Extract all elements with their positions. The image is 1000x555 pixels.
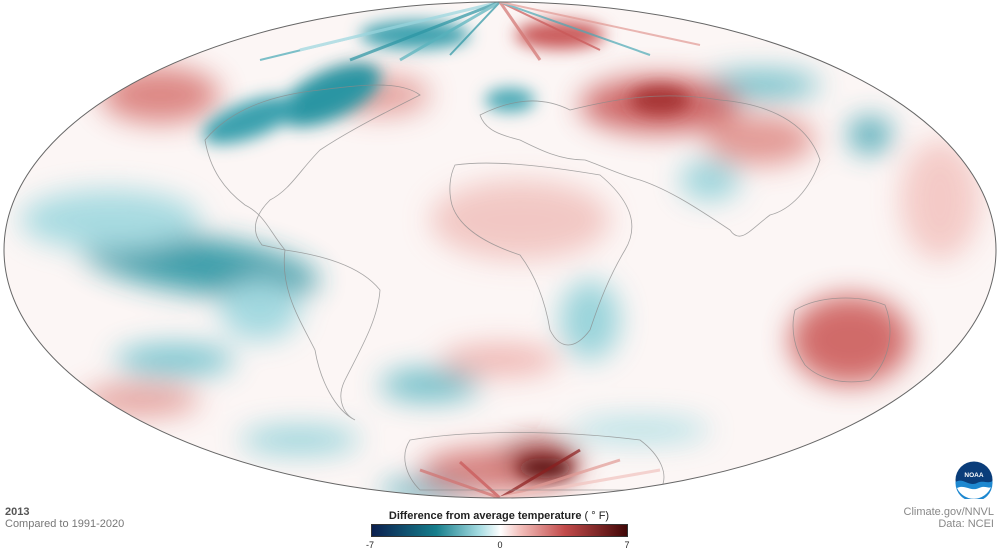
credit-data: Data: NCEI <box>938 518 994 530</box>
noaa-logo-text: NOAA <box>964 472 983 479</box>
legend-title: Difference from average temperature ( ° … <box>370 510 628 522</box>
legend-mid-label: 0 <box>497 540 503 550</box>
coastlines <box>204 84 891 491</box>
year-label: 2013 <box>5 506 30 518</box>
legend-min-label: -7 <box>365 540 374 550</box>
noaa-logo-icon: NOAA <box>955 461 993 499</box>
comparison-label: Compared to 1991-2020 <box>5 518 125 530</box>
map-border <box>3 1 997 499</box>
anomaly-field <box>4 2 996 498</box>
legend-max-label: 7 <box>624 540 630 550</box>
legend-color-bar <box>371 524 628 537</box>
legend-title-text: Difference from average temperature <box>388 510 582 522</box>
legend-unit: ( ° F) <box>584 510 610 522</box>
polar-streaks <box>259 2 701 498</box>
credit-source: Climate.gov/NNVL <box>903 506 994 518</box>
